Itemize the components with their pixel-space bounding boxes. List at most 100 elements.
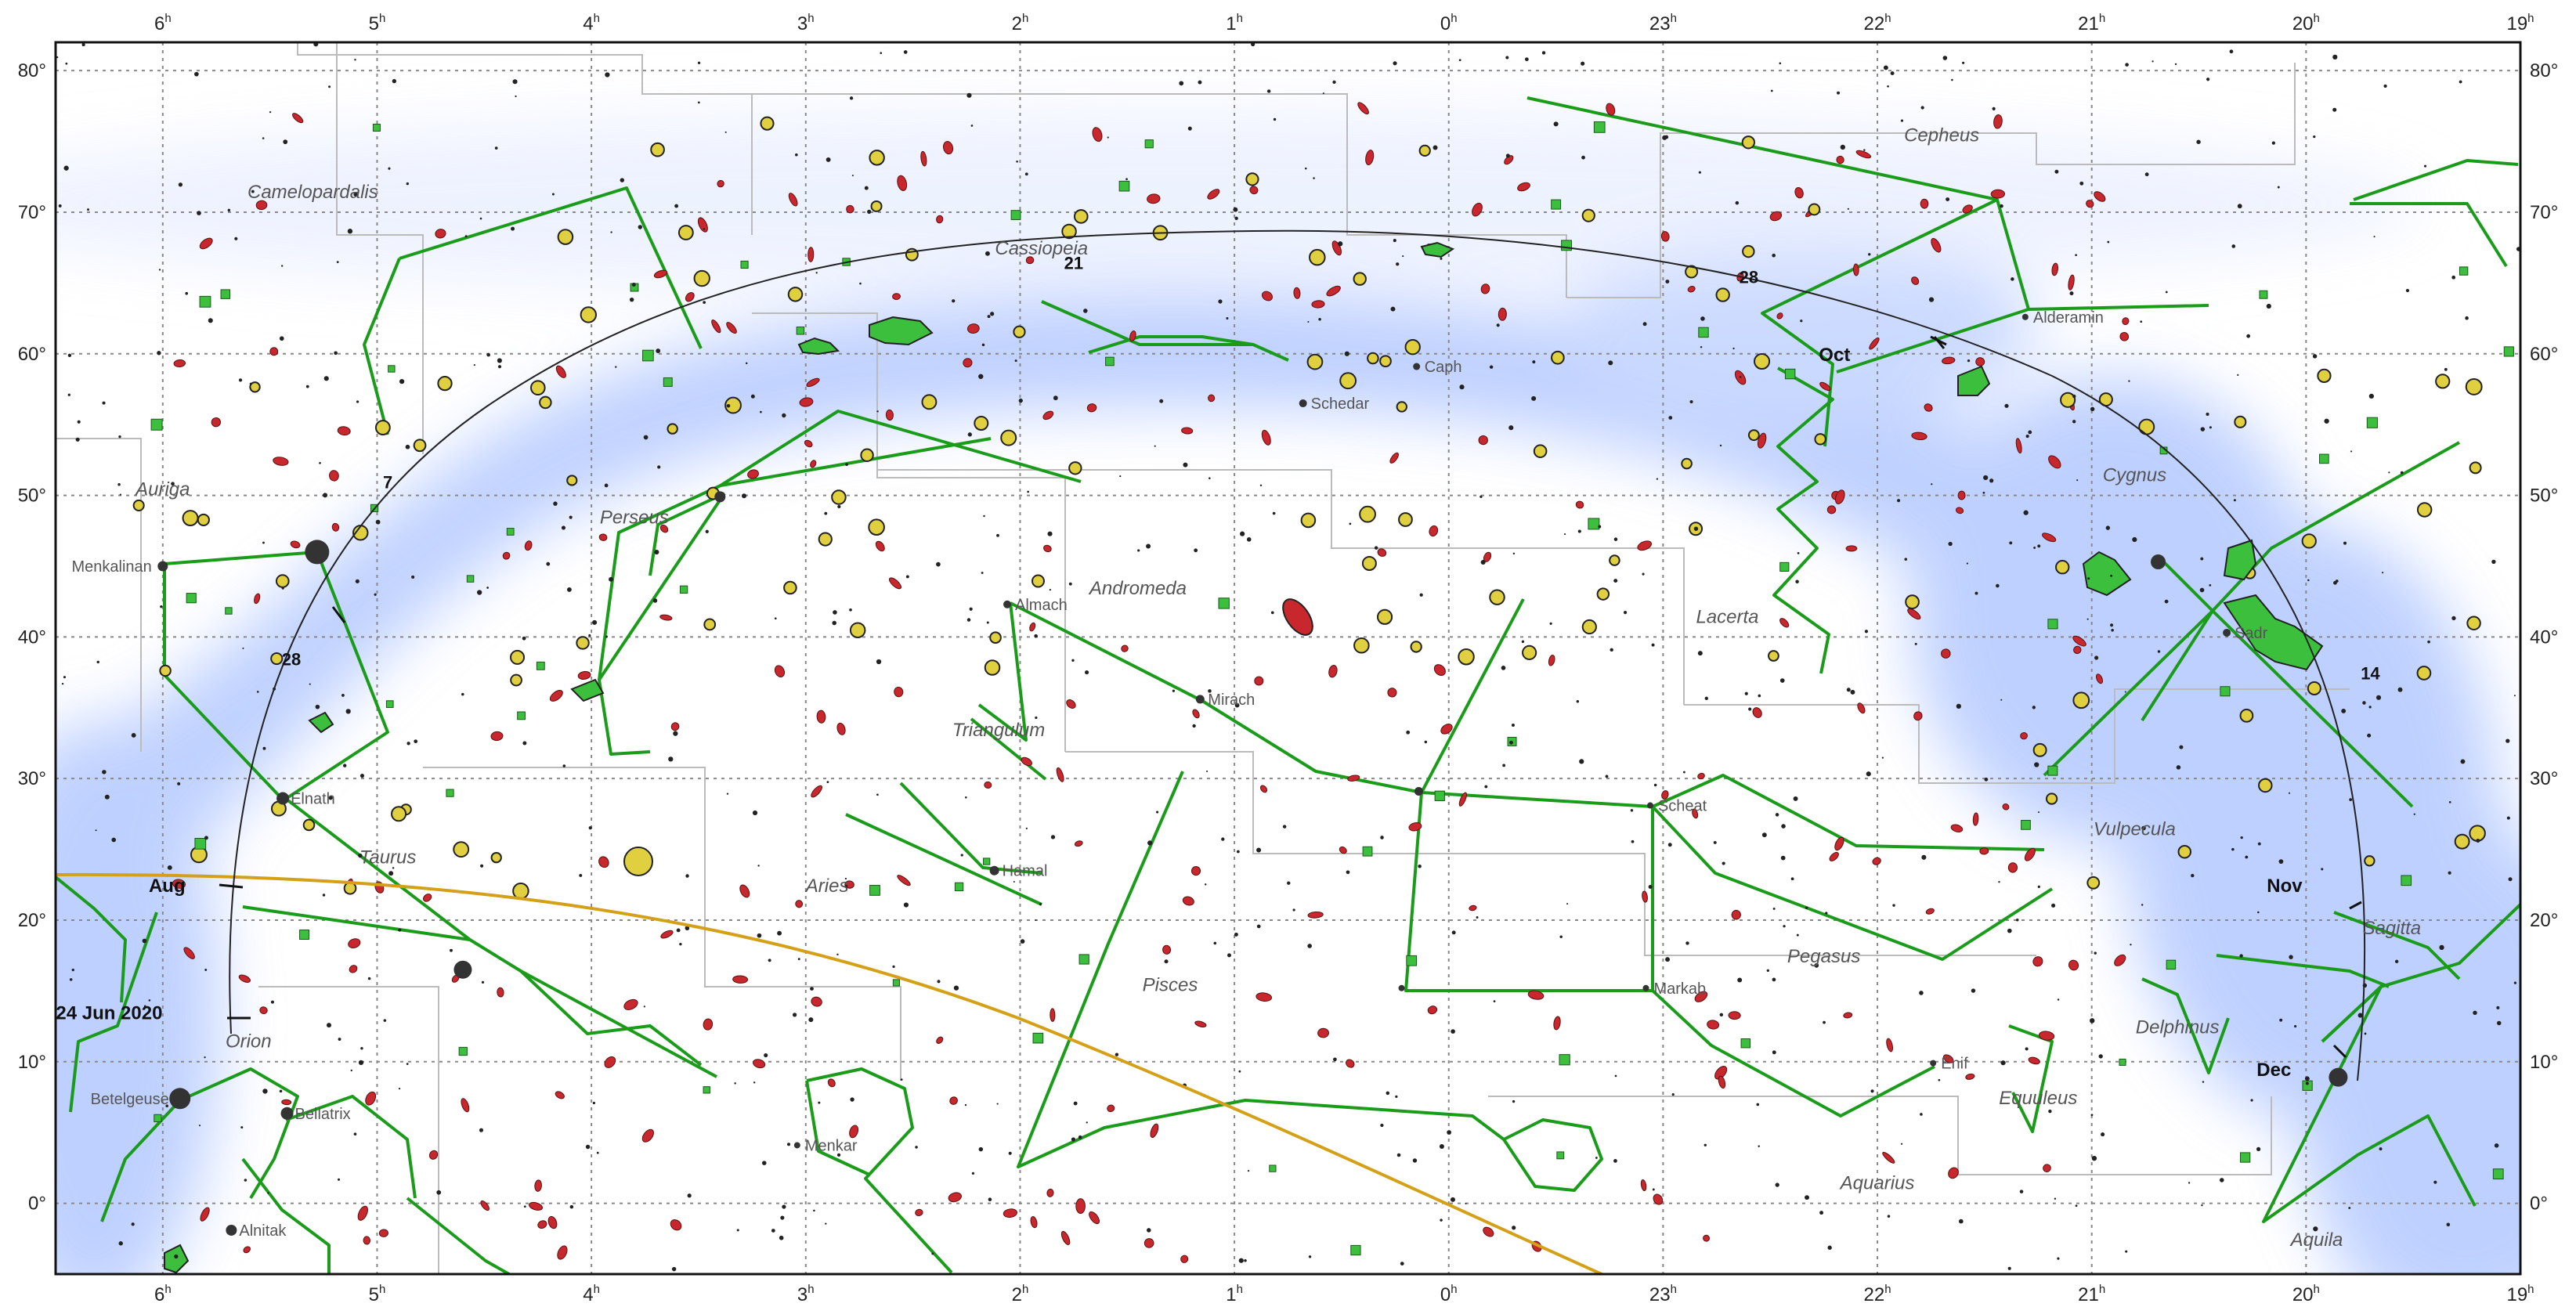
galaxy-marker — [1129, 330, 1136, 342]
faint-star — [1983, 475, 1989, 481]
track-date-label: Aug — [149, 876, 186, 897]
faint-star — [388, 871, 394, 876]
faint-star — [2090, 1018, 2095, 1024]
faint-star — [1508, 740, 1513, 745]
faint-star — [1683, 771, 1685, 774]
faint-star — [1050, 835, 1056, 839]
galaxy-marker — [1389, 452, 1399, 464]
faint-star — [2324, 418, 2329, 424]
faint-star — [752, 810, 758, 816]
faint-star — [1179, 81, 1184, 86]
faint-star — [354, 58, 356, 61]
ra-tick-label: 6h — [154, 12, 172, 34]
galaxy-marker — [1855, 150, 1872, 159]
nebula-marker — [186, 593, 197, 604]
galaxy-marker — [1829, 851, 1839, 861]
faint-star — [2051, 903, 2056, 908]
faint-star — [1630, 809, 1634, 812]
faint-star — [592, 1101, 596, 1105]
faint-star — [2294, 1024, 2297, 1028]
faint-star — [903, 50, 908, 54]
faint-star — [2206, 412, 2209, 416]
faint-star — [2367, 733, 2372, 738]
galaxy-marker — [555, 1091, 565, 1099]
nebula-marker — [1144, 139, 1154, 149]
cluster-marker — [2466, 616, 2481, 630]
faint-star — [2348, 1207, 2351, 1209]
faint-star — [117, 483, 121, 486]
faint-star — [1344, 351, 1349, 356]
faint-star — [256, 691, 259, 693]
cluster-marker — [1522, 644, 1537, 660]
faint-star — [2004, 403, 2009, 408]
cluster-marker — [2032, 742, 2047, 757]
cluster-marker — [1061, 223, 1077, 240]
galaxy-marker — [423, 894, 432, 902]
faint-star — [1796, 933, 1799, 937]
faint-star — [242, 647, 244, 649]
cluster-marker — [831, 489, 847, 505]
faint-star — [2231, 847, 2235, 851]
faint-star — [2494, 1143, 2499, 1148]
faint-star — [338, 1038, 341, 1042]
galaxy-marker — [1948, 1167, 1959, 1179]
galaxy-marker — [1050, 1008, 1056, 1022]
nebula-marker — [983, 857, 991, 865]
faint-star — [903, 902, 909, 908]
faint-star — [2413, 813, 2415, 815]
faint-star — [1652, 1188, 1655, 1191]
faint-star — [2279, 1018, 2283, 1022]
faint-star — [1439, 1143, 1444, 1149]
cluster-marker — [182, 510, 199, 527]
faint-star — [2460, 759, 2466, 764]
faint-star — [697, 61, 701, 64]
faint-star — [1256, 924, 1261, 929]
star-clusters-layer — [132, 116, 2486, 900]
faint-star — [2075, 1204, 2078, 1208]
galaxy-marker — [1311, 300, 1325, 309]
faint-star — [61, 682, 64, 685]
faint-star — [267, 1192, 269, 1194]
cluster-marker — [2435, 374, 2451, 389]
faint-star — [1541, 51, 1546, 55]
ecliptic-line — [56, 872, 1602, 1274]
faint-star — [1034, 634, 1038, 638]
faint-star — [1613, 1159, 1617, 1163]
galaxy-marker — [173, 359, 186, 368]
galaxy-marker — [1687, 286, 1696, 293]
faint-star — [562, 764, 566, 767]
galaxy-marker — [1957, 490, 1966, 500]
faint-star — [522, 741, 527, 746]
faint-star — [1651, 643, 1655, 647]
faint-star — [987, 315, 991, 319]
faint-star — [687, 1193, 692, 1198]
galaxy-marker — [1387, 688, 1397, 698]
galaxy-marker — [2002, 803, 2010, 811]
nebula-marker — [2047, 765, 2058, 776]
nebula-marker — [1118, 180, 1130, 192]
galaxy-marker — [1408, 822, 1422, 832]
galaxy-marker — [549, 690, 563, 702]
galaxy-marker — [337, 426, 351, 436]
faint-star — [960, 854, 963, 857]
faint-star — [2508, 877, 2513, 882]
faint-star — [782, 1204, 786, 1209]
galaxy-marker — [1819, 381, 1831, 392]
star-marker — [1195, 695, 1205, 704]
cluster-marker — [529, 380, 546, 395]
galaxy-marker — [1194, 1020, 1207, 1027]
faint-star — [1928, 297, 1935, 302]
galaxy-marker — [1836, 155, 1844, 164]
ra-tick-label: 2h — [1012, 12, 1029, 34]
faint-star — [2105, 525, 2111, 530]
constellation-label: Sagitta — [2362, 918, 2421, 939]
faint-star — [833, 610, 837, 615]
faint-star — [75, 437, 80, 442]
galaxy-marker — [1066, 699, 1076, 709]
faint-star — [309, 683, 311, 685]
faint-star — [1322, 92, 1324, 95]
faint-star — [1887, 1215, 1891, 1218]
faint-star — [876, 659, 882, 665]
faint-star — [654, 549, 659, 555]
galaxy-marker — [936, 1036, 944, 1044]
